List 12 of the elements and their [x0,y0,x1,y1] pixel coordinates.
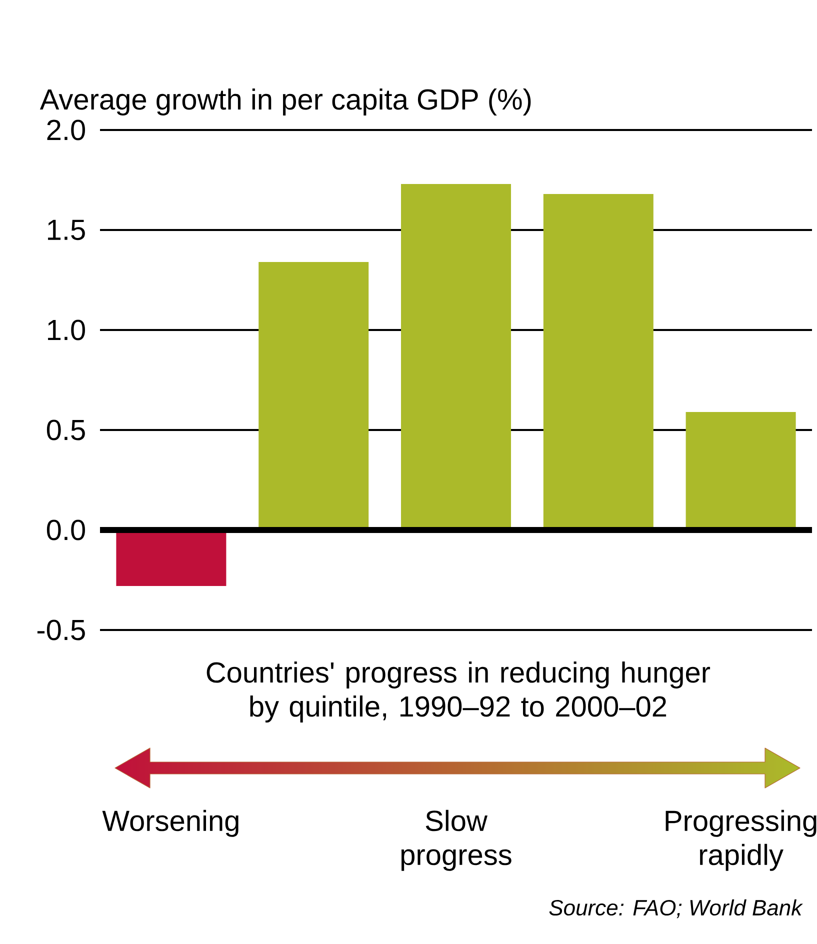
x-axis-title: Countries' progress in reducing hunger by quintile, 1990–92 to 2000–02 [206,661,710,723]
x-tick-label: Progressing rapidly [666,810,816,871]
y-tick-label: 0.5 [46,420,85,440]
y-tick-label: 2.0 [47,120,85,140]
y-tick-label: 1.5 [48,220,85,240]
x-tick-label: Worsening [102,810,238,837]
y-tick-label: 0.0 [46,520,85,540]
y-tick-label: 1.0 [48,320,85,340]
y-axis-title: Average growth in per capita GDP (%) [40,88,531,116]
source-note: Source: FAO; World Bank [549,899,804,918]
x-tick-label: Slow progress [401,810,512,871]
y-tick-label: -0.5 [37,620,85,640]
